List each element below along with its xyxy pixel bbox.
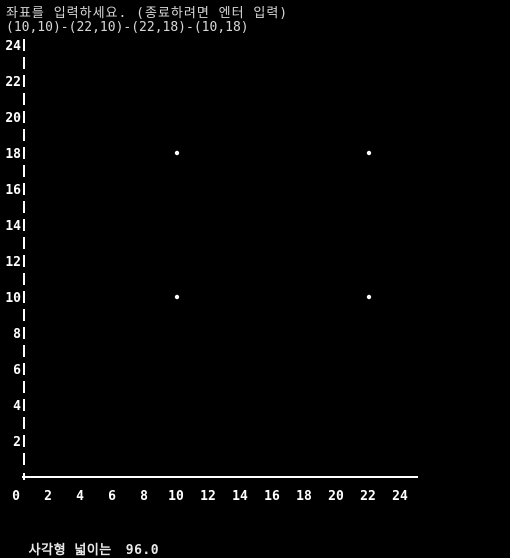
data-point [175,295,179,299]
x-tick-label: 14 [232,489,248,504]
data-point [175,151,179,155]
area-result-value: 96.0 [126,543,159,558]
data-point [367,295,371,299]
x-tick-label: 16 [264,489,280,504]
y-tick-label: 6 [13,363,21,378]
y-tick-label: 22 [5,75,21,90]
y-tick-label: 8 [13,327,21,342]
x-tick-label: 2 [44,489,52,504]
x-tick-label: 22 [360,489,376,504]
y-tick-label: 24 [5,39,21,54]
x-tick-label: 0 [12,489,20,504]
x-tick-label: 10 [168,489,184,504]
area-result-label: 사각형 넓이는 [29,543,112,558]
x-tick-label: 24 [392,489,408,504]
x-tick-label: 20 [328,489,344,504]
y-tick-label: 10 [5,291,21,306]
x-tick-label: 4 [76,489,84,504]
area-result: 사각형 넓이는 96.0 [12,524,159,558]
data-point [367,151,371,155]
y-tick-label: 18 [5,147,21,162]
y-tick-label: 4 [13,399,21,414]
x-tick-label: 8 [140,489,148,504]
y-tick-label: 12 [5,255,21,270]
x-tick-label: 6 [108,489,116,504]
y-tick-label: 16 [5,183,21,198]
x-tick-label: 18 [296,489,312,504]
y-tick-label: 2 [13,435,21,450]
y-tick-label: 20 [5,111,21,126]
x-tick-label: 12 [200,489,216,504]
y-tick-label: 14 [5,219,21,234]
